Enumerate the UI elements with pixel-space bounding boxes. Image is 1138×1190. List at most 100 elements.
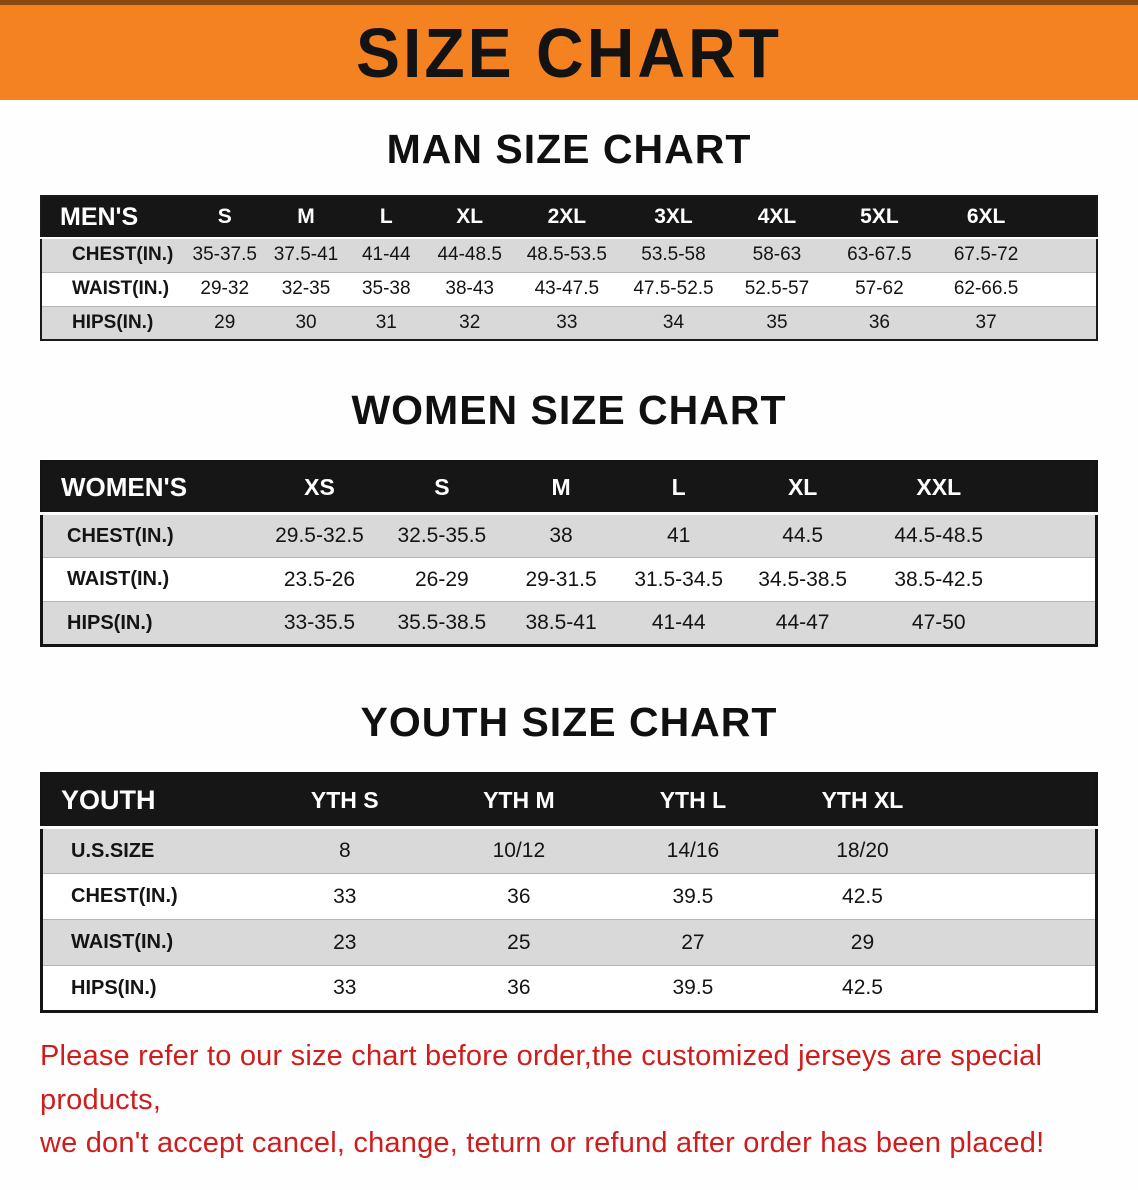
column-header: XL [456,205,484,228]
men-section-heading: MAN SIZE CHART [386,126,752,172]
table-cell: 38 [549,524,573,547]
table-cell: 44.5-48.5 [894,524,984,547]
size-chart-banner: SIZE CHART [0,0,1138,100]
table-cell: 23.5-26 [283,567,356,591]
youth-table-wrap: YOUTH YTH S YTH M YTH L YTH XL U.S.SIZE … [40,772,1098,1013]
column-header: 5XL [860,205,899,228]
row-label: CHEST(IN.) [67,524,174,547]
table-cell: 27 [681,930,705,954]
table-cell: 30 [295,311,317,333]
table-cell: 62-66.5 [953,278,1019,299]
table-cell: 29-32 [200,278,250,299]
table-cell: 41 [667,524,691,547]
row-label: HIPS(IN.) [67,611,153,634]
table-cell: 35-37.5 [192,244,257,266]
table-cell: 31 [375,311,397,333]
column-header: 2XL [547,205,587,228]
table-cell: 44-47 [775,611,830,634]
table-row: CHEST(IN.) 33 36 39.5 42.5 [41,873,1097,920]
column-header: S [217,205,232,228]
table-cell: 34 [662,311,685,333]
table-cell: 33 [333,976,357,999]
table-cell: 36 [507,976,531,999]
column-header: M [551,474,571,500]
table-row: WAIST(IN.) 29-32 32-35 35-38 38-43 43-47… [41,272,1097,306]
table-cell: 33 [333,884,357,908]
column-header: 4XL [757,205,797,228]
women-table-header-row: WOMEN'S XS S M L XL XXL [41,461,1097,514]
column-header: YTH XL [821,787,904,813]
table-cell: 35.5-38.5 [397,611,487,634]
table-cell: 29 [214,311,236,333]
table-cell: 38.5-42.5 [894,567,984,591]
youth-section: YOUTH SIZE CHART YOUTH YTH S YTH M YTH L… [0,699,1138,1013]
table-cell: 25 [507,930,531,954]
column-header: YTH M [483,787,555,813]
women-table-title: WOMEN'S [61,472,188,502]
table-row: CHEST(IN.) 35-37.5 37.5-41 41-44 44-48.5… [41,238,1097,272]
table-cell: 29 [850,930,875,954]
column-header: 3XL [654,205,693,228]
row-label: U.S.SIZE [71,839,155,862]
table-cell: 63-67.5 [847,244,912,266]
men-size-table: MEN'S S M L XL 2XL 3XL 4XL 5XL 6XL CHEST [40,195,1098,341]
column-header: L [379,205,393,228]
table-row: HIPS(IN.) 33-35.5 35.5-38.5 38.5-41 41-4… [41,601,1097,646]
men-table-title: MEN'S [60,202,139,231]
table-cell: 42.5 [842,884,883,908]
table-cell: 32.5-35.5 [397,524,487,547]
row-label: CHEST(IN.) [72,244,174,266]
column-header: YTH L [659,787,727,813]
table-cell: 33-35.5 [283,611,356,634]
row-label: CHEST(IN.) [71,885,178,907]
women-table-wrap: WOMEN'S XS S M L XL XXL CHEST(IN.) 29.5-… [40,460,1098,647]
table-cell: 33 [556,311,578,333]
table-cell: 39.5 [672,884,714,908]
table-cell: 32 [459,311,481,333]
column-header: M [297,205,315,228]
table-cell: 37 [975,311,997,333]
row-label: HIPS(IN.) [72,311,154,333]
table-cell: 53.5-58 [641,244,706,266]
table-cell: 58-63 [752,244,802,266]
table-cell: 44.5 [782,524,824,547]
table-cell: 36 [507,884,531,908]
table-cell: 57-62 [855,278,904,299]
column-header: S [434,474,450,500]
table-cell: 35-38 [361,278,411,299]
table-cell: 44-48.5 [437,244,502,266]
table-cell: 41-44 [651,611,706,634]
table-cell: 42.5 [842,976,883,999]
table-cell: 39.5 [672,976,714,999]
table-cell: 47.5-52.5 [633,278,714,299]
row-label: WAIST(IN.) [72,278,170,299]
men-table-wrap: MEN'S S M L XL 2XL 3XL 4XL 5XL 6XL CHEST [40,195,1098,341]
table-cell: 38-43 [445,278,494,299]
men-table-header-row: MEN'S S M L XL 2XL 3XL 4XL 5XL 6XL [41,196,1097,238]
table-cell: 38.5-41 [525,611,597,634]
table-cell: 26-29 [415,567,469,591]
table-cell: 10/12 [492,839,546,862]
disclaimer: Please refer to our size chart before or… [40,1035,1098,1166]
youth-section-heading: YOUTH SIZE CHART [360,699,778,745]
men-section: MAN SIZE CHART MEN'S S M L XL 2XL 3XL 4X… [0,126,1138,341]
table-cell: 43-47.5 [534,278,600,299]
women-section-heading: WOMEN SIZE CHART [351,387,787,433]
table-row: HIPS(IN.) 29 30 31 32 33 34 35 36 37 [41,306,1097,340]
women-section: WOMEN SIZE CHART WOMEN'S XS S M L XL XXL [0,387,1138,647]
column-header: 6XL [966,205,1006,228]
youth-table-header-row: YOUTH YTH S YTH M YTH L YTH XL [41,773,1097,828]
table-cell: 37.5-41 [273,244,339,266]
table-cell: 32-35 [281,278,331,299]
women-size-table: WOMEN'S XS S M L XL XXL CHEST(IN.) 29.5-… [40,460,1098,647]
table-cell: 48.5-53.5 [526,244,607,266]
table-row: WAIST(IN.) 23 25 27 29 [41,919,1097,966]
page-title: SIZE CHART [356,13,782,92]
column-header: YTH S [310,787,379,813]
disclaimer-line-2: we don't accept cancel, change, teturn o… [40,1127,1045,1159]
row-label: WAIST(IN.) [71,931,174,953]
column-header: L [671,474,686,500]
table-cell: 8 [338,839,351,862]
table-row: U.S.SIZE 8 10/12 14/16 18/20 [41,827,1097,874]
